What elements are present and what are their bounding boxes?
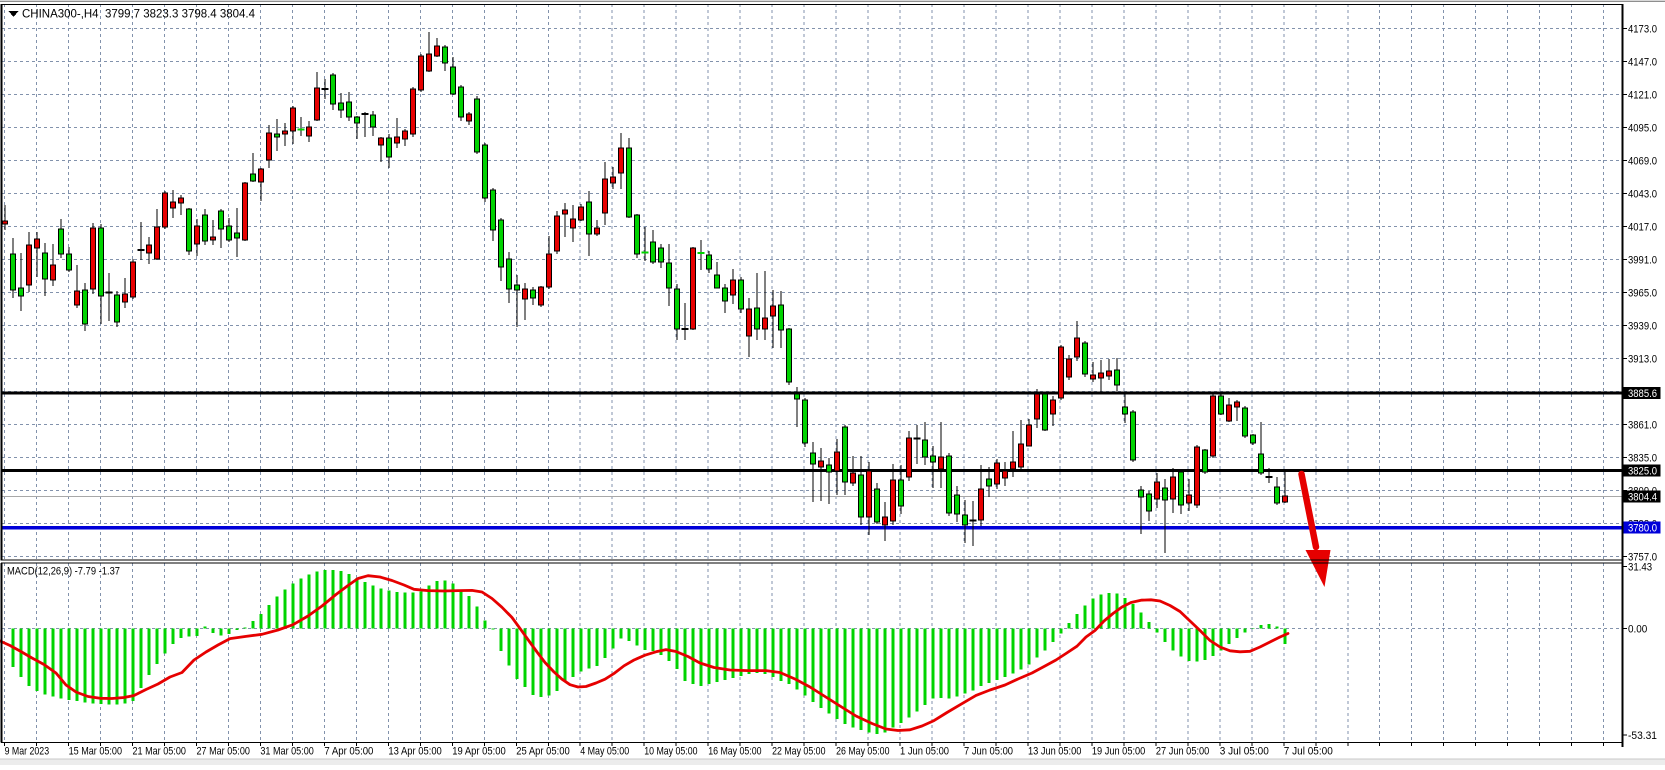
svg-text:22 May 05:00: 22 May 05:00 [772,746,825,758]
svg-text:26 May 05:00: 26 May 05:00 [836,746,889,758]
svg-text:13 Jun 05:00: 13 Jun 05:00 [1028,746,1081,758]
svg-text:10 May 05:00: 10 May 05:00 [644,746,697,758]
svg-text:4069.0: 4069.0 [1628,156,1657,168]
svg-text:4095.0: 4095.0 [1628,123,1657,135]
svg-text:3825.0: 3825.0 [1628,465,1657,477]
svg-text:MACD(12,26,9) -7.79 -1.37: MACD(12,26,9) -7.79 -1.37 [7,566,120,578]
svg-text:4043.0: 4043.0 [1628,189,1657,201]
svg-text:4173.0: 4173.0 [1628,23,1657,35]
svg-text:3804.4: 3804.4 [1628,491,1657,503]
svg-text:-53.31: -53.31 [1628,730,1657,742]
svg-text:CHINA300-,H4 3799.7 3823.3 37: CHINA300-,H4 3799.7 3823.3 3798.4 3804.4 [22,7,255,21]
svg-text:3939.0: 3939.0 [1628,321,1657,333]
svg-text:25 Apr 05:00: 25 Apr 05:00 [516,746,569,758]
svg-text:3835.0: 3835.0 [1628,453,1657,465]
svg-text:3991.0: 3991.0 [1628,255,1657,267]
svg-text:3780.0: 3780.0 [1628,523,1657,535]
svg-text:27 Mar 05:00: 27 Mar 05:00 [197,746,250,758]
svg-text:19 Jun 05:00: 19 Jun 05:00 [1092,746,1145,758]
svg-text:3861.0: 3861.0 [1628,420,1657,432]
svg-text:16 May 05:00: 16 May 05:00 [708,746,761,758]
svg-text:4017.0: 4017.0 [1628,222,1657,234]
svg-text:4147.0: 4147.0 [1628,56,1657,68]
svg-text:21 Mar 05:00: 21 Mar 05:00 [133,746,186,758]
svg-text:9 Mar 2023: 9 Mar 2023 [5,746,50,758]
svg-text:3757.0: 3757.0 [1628,552,1657,564]
svg-text:3 Jul 05:00: 3 Jul 05:00 [1220,746,1269,758]
svg-text:19 Apr 05:00: 19 Apr 05:00 [452,746,505,758]
svg-text:7 Jul 05:00: 7 Jul 05:00 [1284,746,1333,758]
svg-text:7 Jun 05:00: 7 Jun 05:00 [964,746,1013,758]
svg-text:3885.6: 3885.6 [1628,388,1657,400]
svg-text:7 Apr 05:00: 7 Apr 05:00 [324,746,373,758]
svg-text:3913.0: 3913.0 [1628,354,1657,366]
svg-text:27 Jun 05:00: 27 Jun 05:00 [1156,746,1209,758]
svg-text:4 May 05:00: 4 May 05:00 [580,746,629,758]
svg-text:0.00: 0.00 [1628,624,1647,636]
svg-text:3965.0: 3965.0 [1628,288,1657,300]
svg-text:1 Jun 05:00: 1 Jun 05:00 [900,746,949,758]
svg-text:13 Apr 05:00: 13 Apr 05:00 [388,746,441,758]
svg-text:4121.0: 4121.0 [1628,89,1657,101]
svg-text:15 Mar 05:00: 15 Mar 05:00 [69,746,122,758]
svg-text:31.43: 31.43 [1628,561,1652,573]
svg-text:31 Mar 05:00: 31 Mar 05:00 [260,746,313,758]
